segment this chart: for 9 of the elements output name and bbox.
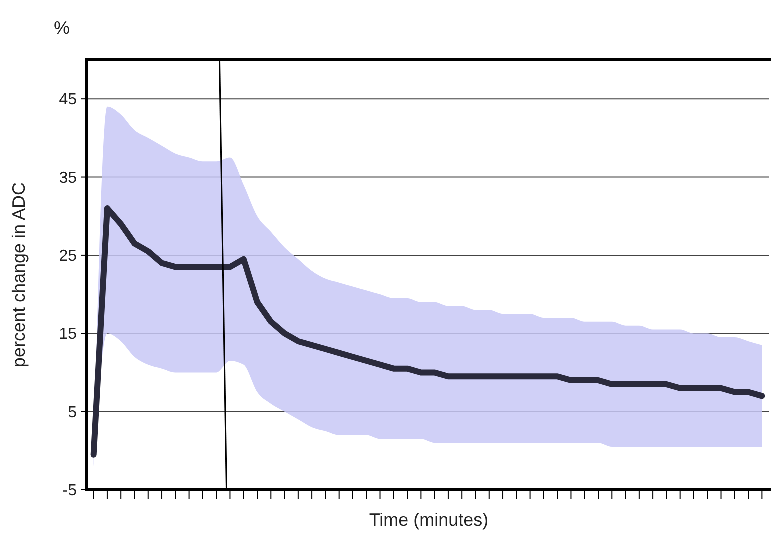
text: %	[54, 18, 70, 38]
y-tick-label: 35	[59, 170, 78, 187]
y-tick-label: -5	[62, 482, 78, 500]
y-axis-title: percent change in ADC	[9, 182, 29, 368]
x-axis-title: Time (minutes)	[369, 510, 489, 530]
y-tick-label: 25	[59, 248, 78, 266]
y-tick-label: 15	[59, 326, 78, 344]
y-tick-label: 5	[68, 404, 78, 422]
y-tick-label: 45	[59, 92, 78, 109]
